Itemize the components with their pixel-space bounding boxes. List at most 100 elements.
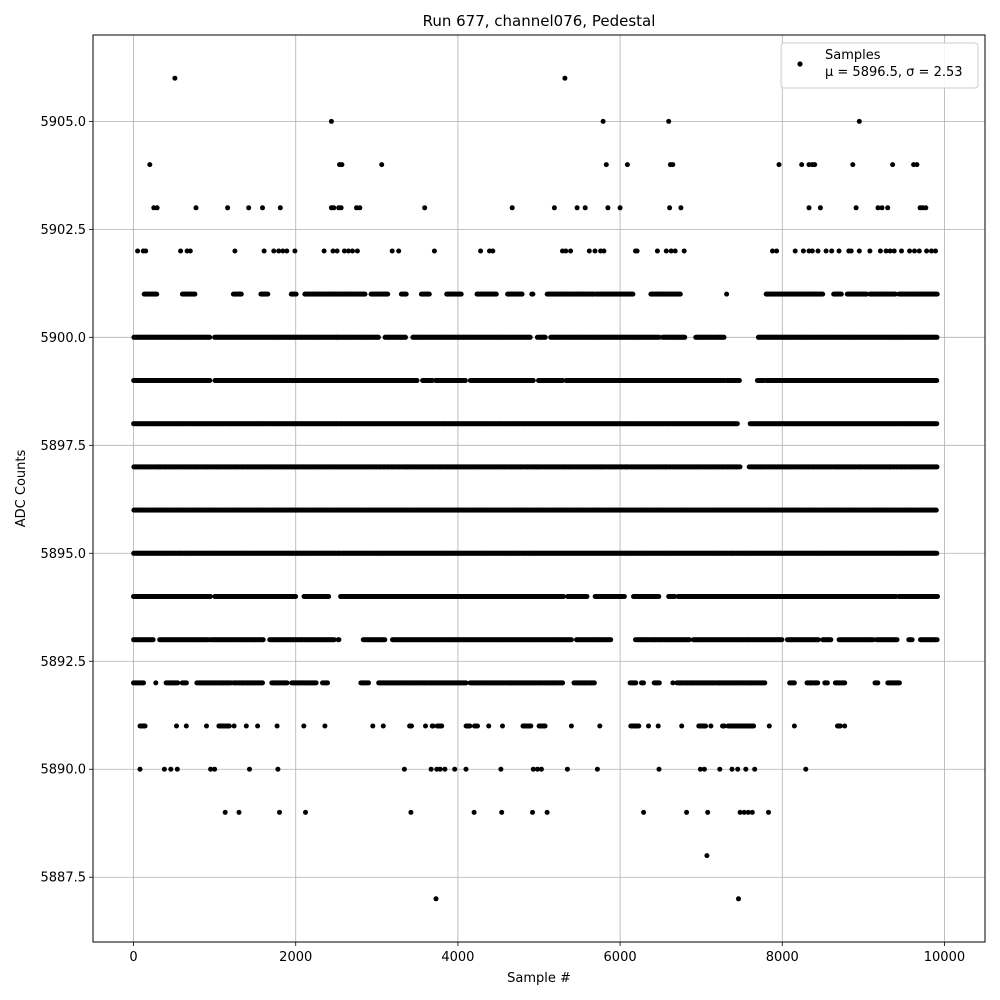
data-point (431, 248, 437, 254)
data-point (817, 205, 823, 211)
data-point (663, 248, 669, 254)
data-point (478, 248, 484, 254)
data-point (885, 205, 891, 211)
data-point (284, 248, 290, 254)
data-point (684, 809, 690, 815)
data-point (617, 205, 623, 211)
data-points (131, 75, 940, 902)
data-point (277, 205, 283, 211)
data-point (322, 723, 328, 729)
data-point (656, 766, 662, 772)
data-point (204, 723, 209, 729)
data-point (380, 723, 386, 729)
data-point (923, 205, 929, 211)
data-point (396, 248, 402, 254)
data-point (527, 334, 533, 340)
data-point (646, 723, 651, 729)
data-point (815, 248, 821, 254)
data-point (246, 205, 252, 211)
data-point (704, 853, 710, 859)
data-point (154, 291, 160, 297)
data-point (681, 248, 687, 254)
data-point (838, 291, 844, 297)
data-point (143, 248, 149, 254)
data-point (582, 205, 588, 211)
data-point (187, 248, 193, 254)
data-point (603, 162, 609, 168)
data-point (823, 248, 829, 254)
data-point (303, 809, 308, 815)
data-point (717, 766, 723, 772)
data-point (154, 205, 160, 211)
data-point (697, 766, 703, 772)
data-point (534, 766, 540, 772)
data-point (916, 248, 922, 254)
data-point (428, 766, 434, 772)
data-point (274, 723, 280, 729)
data-point (564, 766, 570, 772)
data-point (530, 766, 536, 772)
data-point (519, 291, 525, 297)
data-point (423, 723, 428, 729)
data-point (891, 248, 897, 254)
data-point (875, 205, 881, 211)
data-point (222, 809, 228, 815)
data-point (192, 291, 198, 297)
data-point (800, 248, 806, 254)
data-point (542, 334, 548, 340)
data-point (734, 421, 740, 427)
data-point (225, 205, 231, 211)
data-point (667, 205, 673, 211)
data-point (743, 766, 749, 772)
data-point (749, 809, 755, 815)
data-point (147, 162, 153, 168)
data-point (357, 205, 363, 211)
data-point (530, 291, 536, 297)
data-point (737, 809, 743, 815)
data-point (437, 766, 443, 772)
data-point (701, 766, 707, 772)
data-point (137, 766, 143, 772)
data-point (389, 248, 395, 254)
data-point (183, 723, 189, 729)
data-point (208, 766, 214, 772)
data-point (563, 248, 569, 254)
data-point (345, 248, 351, 254)
data-point (655, 723, 661, 729)
data-point (530, 809, 535, 815)
data-point (414, 378, 420, 383)
data-point (899, 248, 904, 254)
data-point (255, 723, 261, 729)
data-point (679, 723, 685, 729)
data-point (375, 334, 381, 340)
data-point (601, 248, 607, 254)
data-point (334, 248, 340, 254)
data-point (792, 248, 798, 254)
data-point (912, 248, 917, 254)
data-point (853, 205, 859, 211)
data-point (883, 248, 889, 254)
data-point (721, 334, 727, 340)
data-point (403, 334, 408, 340)
data-point (260, 205, 265, 211)
data-point (705, 809, 711, 815)
data-point (934, 378, 940, 383)
data-point (867, 248, 873, 254)
data-point (678, 205, 684, 211)
data-point (829, 248, 835, 254)
data-point (766, 809, 771, 815)
data-point (914, 162, 920, 168)
data-point (462, 378, 468, 383)
data-point (247, 766, 252, 772)
data-point (544, 809, 550, 815)
data-point (934, 464, 940, 470)
data-point (624, 162, 630, 168)
data-point (498, 766, 504, 772)
data-point (820, 291, 826, 297)
data-point (934, 291, 940, 297)
data-point (877, 248, 883, 254)
data-point (490, 248, 496, 254)
data-point (275, 766, 281, 772)
data-point (924, 248, 930, 254)
